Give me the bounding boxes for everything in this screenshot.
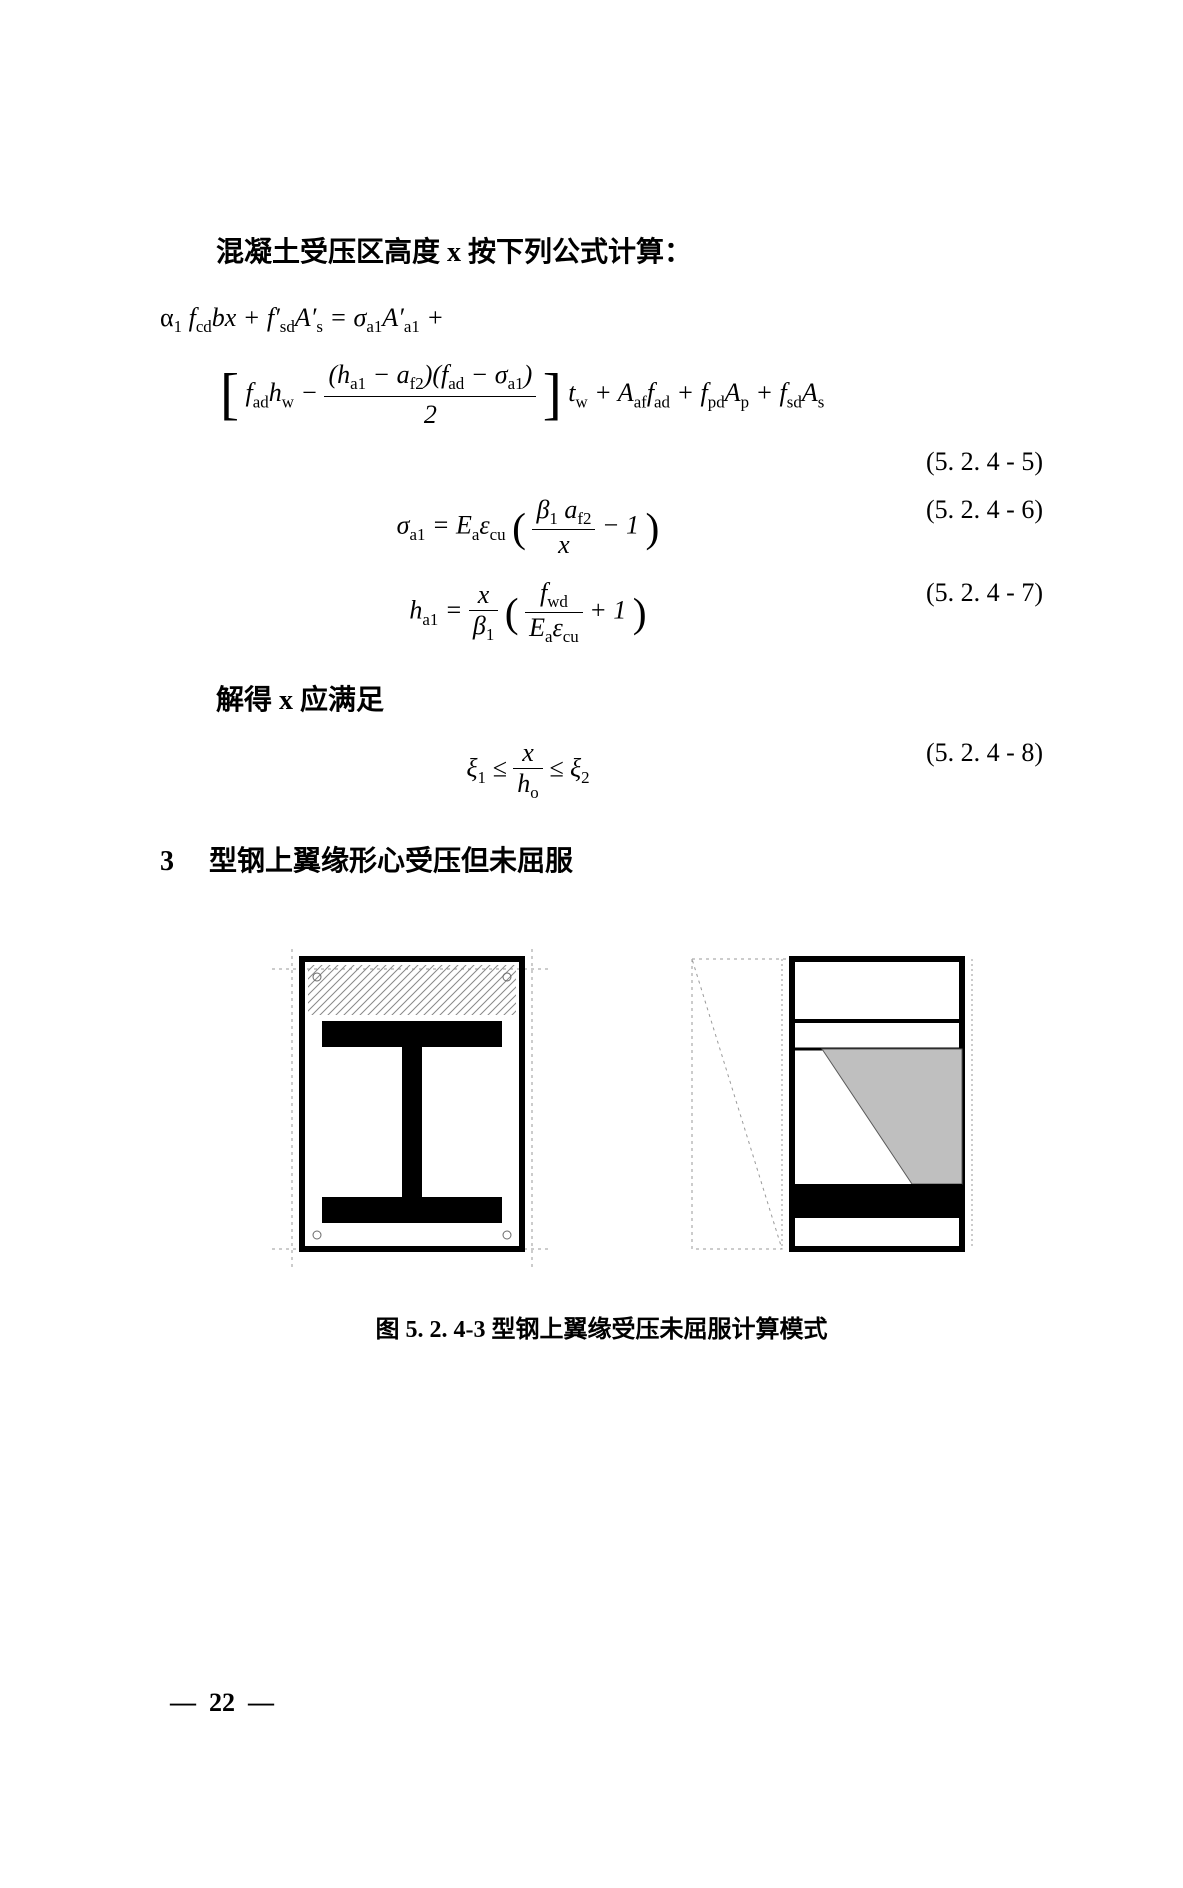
page-content: 混凝土受压区高度 x 按下列公式计算： α1 fcdbx + f′sdA′s =… [0,0,1183,1424]
figure-5-2-4-3 [222,909,982,1269]
eq5-line2: [ fadhw − (ha1 − af2)(fad − σa1) 2 ] tw … [160,357,880,433]
equation-5: α1 fcdbx + f′sdA′s = σa1A′a1 + [ fadhw −… [160,300,1043,477]
eq7-body: ha1 = x β1 ( fwd Eaεcu + 1 ) [160,578,896,647]
figure-left-cross-section [262,929,562,1289]
section-title: 型钢上翼缘形心受压但未屈服 [209,846,573,877]
eq5-tag: (5. 2. 4 - 5) [896,447,1043,477]
section-3-heading: 3 型钢上翼缘形心受压但未屈服 [160,839,1043,879]
figure-caption: 图 5. 2. 4-3 型钢上翼缘受压未屈服计算模式 [160,1309,1043,1344]
equation-6: σa1 = Eaεcu ( β1 af2 x − 1 ) (5. 2. 4 - … [160,495,1043,560]
page-number: — 22 — [170,1688,274,1718]
page-number-value: 22 [209,1688,235,1717]
eq7-tag: (5. 2. 4 - 7) [896,578,1043,608]
eq8-tag: (5. 2. 4 - 8) [896,738,1043,768]
section-number: 3 [160,846,202,878]
eq8-body: ξ1 ≤ x ho ≤ ξ2 [160,738,896,803]
figure-right-stress-block [662,929,982,1289]
satisfy-text: 解得 x 应满足 [160,678,1043,718]
eq6-body: σa1 = Eaεcu ( β1 af2 x − 1 ) [160,495,896,560]
equation-8: ξ1 ≤ x ho ≤ ξ2 (5. 2. 4 - 8) [160,738,1043,803]
intro-text: 混凝土受压区高度 x 按下列公式计算： [160,230,1043,270]
eq6-tag: (5. 2. 4 - 6) [896,495,1043,525]
eq5-line1: α1 fcdbx + f′sdA′s = σa1A′a1 + [160,300,880,339]
equation-7: ha1 = x β1 ( fwd Eaεcu + 1 ) (5. 2. 4 - … [160,578,1043,647]
